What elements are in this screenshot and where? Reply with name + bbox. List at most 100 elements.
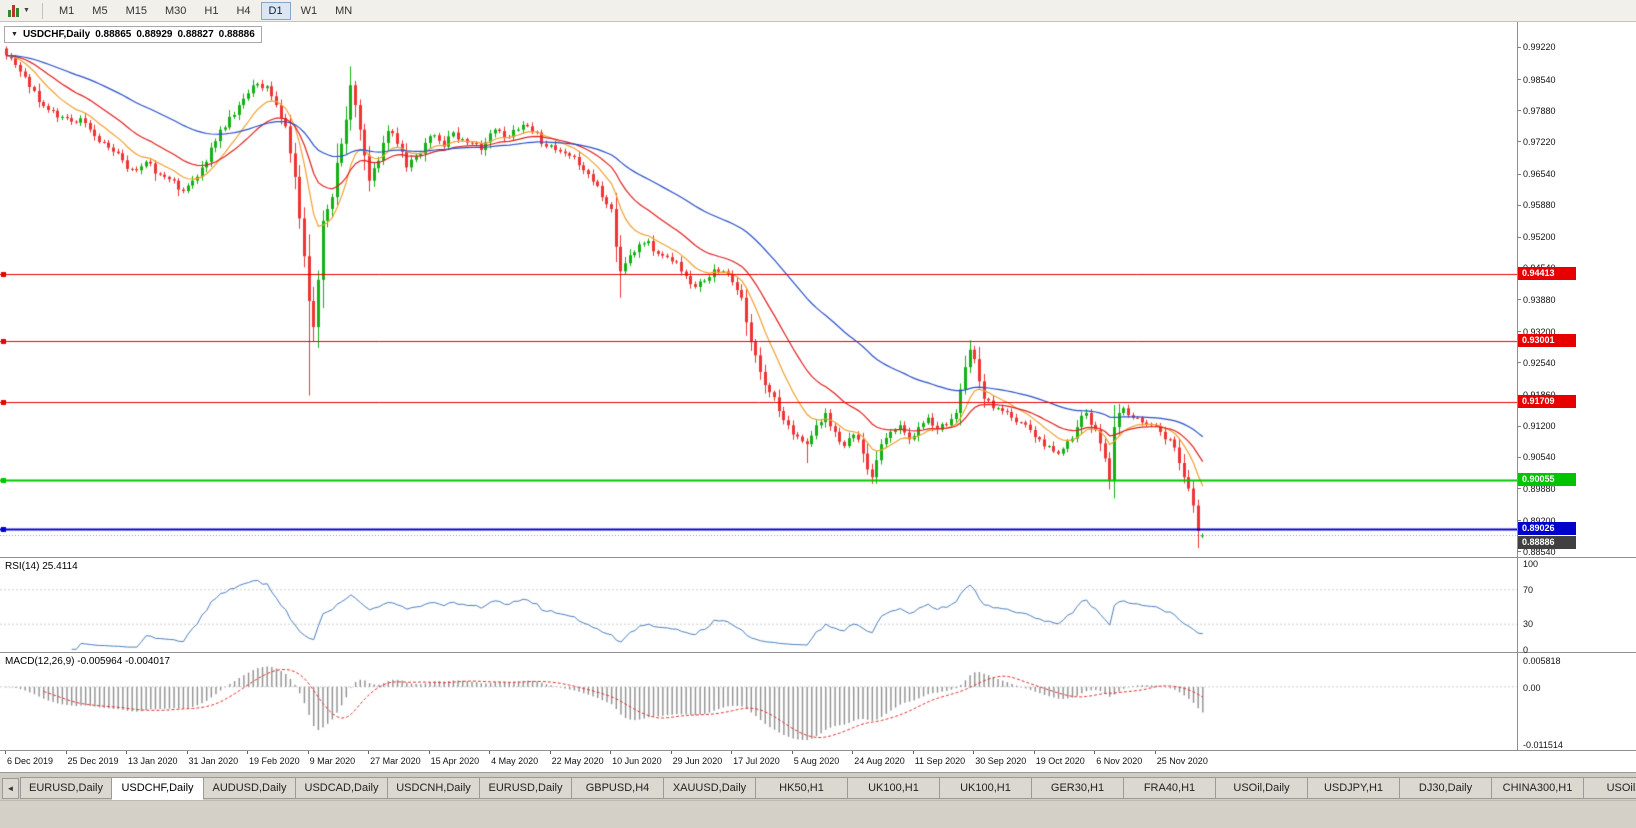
tab-audusd-daily[interactable]: AUDUSD,Daily: [204, 777, 296, 799]
price-tick-label: 0.89200: [1523, 515, 1556, 526]
price-tick-label: 0.97220: [1523, 136, 1556, 147]
tab-dj30-daily[interactable]: DJ30,Daily: [1400, 777, 1492, 799]
chart-type-icon[interactable]: [6, 3, 23, 18]
tab-scroll-left-button[interactable]: ◄: [2, 778, 19, 799]
date-axis-tick-mark: [489, 751, 491, 754]
date-label: 24 Aug 2020: [854, 756, 905, 766]
panel-separator: [0, 557, 1636, 558]
rsi-indicator-label: RSI(14) 25.4114: [5, 561, 78, 572]
tab-usoil-h1[interactable]: USOil,H1: [1584, 777, 1636, 799]
price-tick-label: 0.91200: [1523, 421, 1556, 432]
tab-eurusd-daily[interactable]: EURUSD,Daily: [20, 777, 112, 799]
symbol-title: USDCHF,Daily: [22, 29, 91, 40]
date-axis-tick-mark: [65, 751, 67, 754]
macd-indicator-label: MACD(12,26,9) -0.005964 -0.004017: [5, 656, 171, 667]
price-tick-label: 0.93880: [1523, 294, 1556, 305]
date-label: 17 Jul 2020: [733, 756, 780, 766]
tab-fra40-h1[interactable]: FRA40,H1: [1124, 777, 1216, 799]
date-label: 4 May 2020: [491, 756, 539, 766]
date-label: 15 Apr 2020: [430, 756, 480, 766]
timeframe-button-m5[interactable]: M5: [92, 4, 108, 17]
price-tick-label: 0.95880: [1523, 200, 1556, 211]
tab-usdchf-daily[interactable]: USDCHF,Daily: [112, 777, 204, 800]
ohlc-close: 0.88886: [218, 29, 255, 40]
ohlc-open: 0.88865: [95, 29, 132, 40]
tab-gbpusd-h4[interactable]: GBPUSD,H4: [572, 777, 664, 799]
tab-eurusd-daily[interactable]: EURUSD,Daily: [480, 777, 572, 799]
rsi-panel-canvas[interactable]: [0, 559, 1517, 652]
collapse-caret-icon[interactable]: ▼: [11, 31, 18, 38]
date-axis-tick-mark: [549, 751, 551, 754]
date-axis-tick-mark: [670, 751, 672, 754]
timeframe-button-mn[interactable]: MN: [335, 4, 353, 17]
date-label: 25 Dec 2019: [67, 756, 119, 766]
date-axis-tick-mark: [852, 751, 854, 754]
chart-tab-bar: ◄ EURUSD,Daily USDCHF,Daily AUDUSD,Daily US…: [0, 772, 1636, 800]
ohlc-low: 0.88827: [177, 29, 214, 40]
date-axis-tick-mark: [126, 751, 128, 754]
price-tag: 0.88886: [1518, 536, 1576, 549]
timeframe-button-w1[interactable]: W1: [300, 4, 318, 17]
price-tick-label: 0.99220: [1523, 42, 1556, 53]
timeframe-button-m1[interactable]: M1: [59, 4, 75, 17]
tab-uk100-h1[interactable]: UK100,H1: [940, 777, 1032, 799]
macd-panel-canvas[interactable]: [0, 654, 1517, 750]
macd-scale-label: 0.005818: [1523, 656, 1561, 666]
price-tag: 0.91709: [1518, 395, 1576, 408]
main-chart-canvas[interactable]: [0, 22, 1517, 557]
chart-type-dropdown-caret-icon[interactable]: ▼: [23, 7, 30, 14]
rsi-scale-label: 0: [1523, 645, 1529, 655]
price-tick-label: 0.89880: [1523, 483, 1556, 494]
toolbar-separator: [42, 2, 43, 19]
status-strip: [0, 800, 1636, 828]
rsi-scale-label: 70: [1523, 584, 1534, 595]
timeframe-group: M1 M5 M15 M30 H1 H4 D1 W1 MN: [50, 1, 361, 20]
date-axis-tick-mark: [791, 751, 793, 754]
price-tick-label: 0.95200: [1523, 232, 1556, 243]
chart-tabs: EURUSD,Daily USDCHF,Daily AUDUSD,Daily USDC…: [20, 777, 1636, 800]
date-label: 6 Nov 2020: [1096, 756, 1143, 766]
tab-usdjpy-h1[interactable]: USDJPY,H1: [1308, 777, 1400, 799]
tab-xauusd-daily[interactable]: XAUUSD,Daily: [664, 777, 756, 799]
symbol-info-box[interactable]: ▼ USDCHF,Daily 0.88865 0.88929 0.88827 0…: [4, 26, 262, 43]
tab-uk100-h1[interactable]: UK100,H1: [848, 777, 940, 799]
tab-usdcad-daily[interactable]: USDCAD,Daily: [296, 777, 388, 799]
panel-separator: [0, 652, 1636, 653]
tab-usoil-daily[interactable]: USOil,Daily: [1216, 777, 1308, 799]
chart-type-icon-bar: [16, 8, 19, 17]
date-label: 31 Jan 2020: [188, 756, 239, 766]
date-axis-tick-mark: [1033, 751, 1035, 754]
tab-usdcnh-daily[interactable]: USDCNH,Daily: [388, 777, 480, 799]
date-axis-tick-mark: [428, 751, 430, 754]
date-label: 6 Dec 2019: [7, 756, 54, 766]
date-label: 25 Nov 2020: [1156, 756, 1208, 766]
date-axis-tick-mark: [247, 751, 249, 754]
date-axis-tick-mark: [1154, 751, 1156, 754]
timeframe-button-m30[interactable]: M30: [164, 4, 187, 17]
price-tick-label: 0.93200: [1523, 326, 1556, 337]
tab-hk50-h1[interactable]: HK50,H1: [756, 777, 848, 799]
date-label: 19 Feb 2020: [249, 756, 300, 766]
date-axis-tick-mark: [610, 751, 612, 754]
date-label: 5 Aug 2020: [793, 756, 840, 766]
price-tick-label: 0.90540: [1523, 452, 1556, 463]
date-label: 13 Jan 2020: [128, 756, 178, 766]
toolbar: ▼ M1 M5 M15 M30 H1 H4 D1 W1 MN: [0, 0, 1636, 22]
timeframe-button-m15[interactable]: M15: [125, 4, 147, 17]
ohlc-high: 0.88929: [136, 29, 173, 40]
timeframe-button-d1[interactable]: D1: [260, 1, 291, 20]
macd-scale-label: 0.00: [1523, 683, 1541, 693]
date-label: 22 May 2020: [551, 756, 604, 766]
rsi-scale-label: 30: [1523, 619, 1534, 630]
price-tick-label: 0.92540: [1523, 357, 1556, 368]
date-axis-tick-mark: [731, 751, 733, 754]
timeframe-button-h1[interactable]: H1: [204, 4, 219, 17]
timeframe-button-h4[interactable]: H4: [236, 4, 251, 17]
date-axis-tick-mark: [368, 751, 370, 754]
price-tick-label: 0.98540: [1523, 74, 1556, 85]
tab-china300-h1[interactable]: CHINA300,H1: [1492, 777, 1584, 799]
price-tag: 0.93001: [1518, 334, 1576, 347]
date-label: 19 Oct 2020: [1035, 756, 1085, 766]
tab-ger30-h1[interactable]: GER30,H1: [1032, 777, 1124, 799]
date-label: 27 Mar 2020: [370, 756, 421, 766]
